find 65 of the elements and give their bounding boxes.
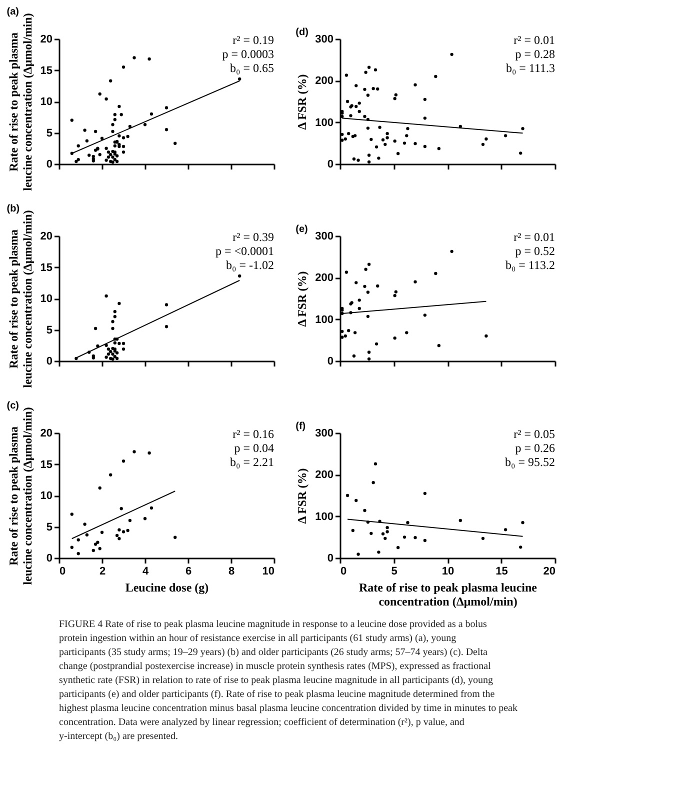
y-tick-label: 10 [40,490,52,502]
y-tick-label: 0 [46,552,52,564]
y-tick-label: 200 [315,469,334,482]
y-tick-label: 200 [315,75,334,88]
annotation: p = 0.0003 [222,47,274,61]
x-tick-label: 0 [340,566,347,578]
y-tick-label: 10 [40,96,52,108]
annotation: r² = 0.01 [514,33,555,47]
annotation: p = 0.26 [515,441,555,455]
y-tick-label: 15 [40,64,52,77]
y-tick-label: 10 [40,293,52,305]
x-tick-label: 20 [543,566,556,578]
y-axis-title: Δ FSR (%) [295,74,310,130]
annotation: b₀ = -1.02 [226,258,274,272]
annotation: b₀ = 95.52 [505,455,555,469]
text: FIGURE 4 Rate of rise to peak plasma leucine magnitude in response to a leucine dose provided as a bolus protein ingestion within an hour of resistance exercise in all participants (61 study arms) (a), young participants (35 study arms; 19–29 years) (b) and older participants (26 study arms; 57–74 years) (c). Delta change (postprandial postexercise increase) in muscle protein synthesis rates (MPS), expressed as fractional synthetic rate (FSR) in relation to rate of rise to peak plasma leucine magnitude in all participants (d), young participants (e) and older participants (f). Rate of rise to peak plasma leucine magnitude determined from the highest plasma leucine concentration minus basal plasma leucine concentration divided by time in minutes to peak concentration. Data were analyzed by linear regression; coefficient of determination (r²), p value, and y-intercept (b₀) are presented. [59,619,518,742]
x-tick-label: 10 [442,566,454,578]
y-tick-label: 0 [327,552,334,564]
chart-title: (e) [296,224,308,235]
x-tick-label: 10 [262,566,274,578]
y-axis-title: Δ FSR (%) [295,468,310,524]
annotation: b₀ = 0.65 [230,61,274,75]
annotation: p = 0.04 [234,441,274,455]
y-tick-label: 20 [40,230,52,242]
y-tick-label: 200 [315,272,334,284]
y-tick-label: 100 [315,116,334,129]
y-tick-label: 15 [40,458,52,471]
y-tick-label: 300 [315,230,334,242]
annotation: r² = 0.19 [232,33,274,47]
x-tick-label: 0 [60,566,66,578]
y-tick-label: 0 [327,158,334,170]
y-tick-label: 300 [315,34,334,46]
x-tick-label: 15 [496,566,508,578]
annotation: p = <0.0001 [215,244,274,258]
x-axis-title: Rate of rise to peak plasma leucine concentration (Δμmol/min) [359,580,538,608]
annotation: b₀ = 111.3 [506,61,555,75]
x-tick-label: 4 [142,566,150,578]
annotation: r² = 0.01 [514,230,555,244]
y-tick-label: 20 [40,34,52,46]
annotation: b₀ = 113.2 [505,258,555,272]
y-tick-label: 0 [46,158,52,170]
y-tick-label: 5 [46,127,52,140]
y-tick-label: 5 [46,521,52,534]
y-tick-label: 20 [40,428,52,440]
x-tick-label: 8 [228,566,235,578]
y-tick-label: 300 [315,428,334,440]
y-tick-label: 5 [46,324,52,336]
annotation: p = 0.28 [515,47,555,61]
annotation: r² = 0.05 [514,427,555,441]
x-tick-label: 5 [391,566,398,578]
y-tick-label: 15 [40,262,52,274]
y-axis-title: Δ FSR (%) [295,271,310,327]
y-tick-label: 0 [327,356,334,368]
annotation: b₀ = 2.21 [230,455,274,469]
annotation: r² = 0.39 [232,230,274,244]
x-tick-label: 6 [185,566,192,578]
annotation: p = 0.52 [515,244,555,258]
chart-title: (f) [296,421,306,432]
x-tick-label: 2 [99,566,106,578]
x-axis-title: Leucine dose (g) [125,580,209,594]
annotation: r² = 0.16 [232,427,274,441]
y-tick-label: 100 [315,510,334,523]
y-tick-label: 100 [315,314,334,326]
y-tick-label: 0 [46,356,52,368]
chart-title: (d) [296,27,308,38]
